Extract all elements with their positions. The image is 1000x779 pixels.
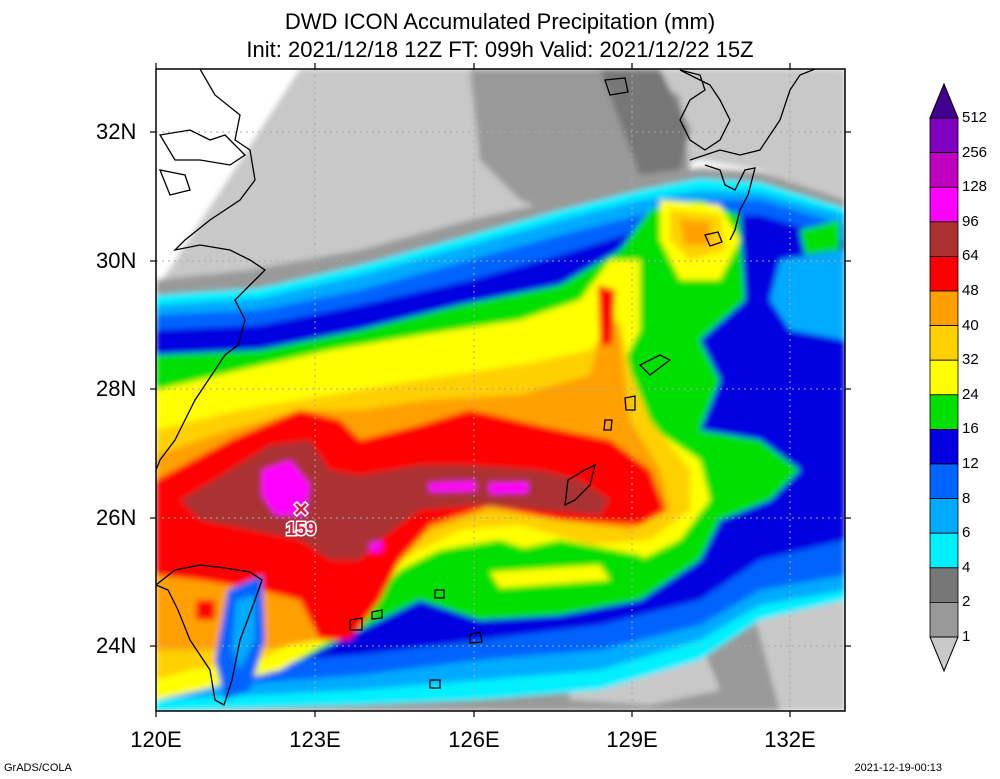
- footer-left: GrADS/COLA: [4, 762, 72, 774]
- lat-label: 30N: [96, 248, 137, 273]
- precipitation-field: [156, 69, 845, 711]
- legend-label: 128: [962, 178, 988, 196]
- lat-label: 24N: [96, 633, 137, 658]
- legend-bottom-arrow: [929, 636, 959, 673]
- lon-label: 123E: [289, 727, 341, 752]
- legend-label: 64: [962, 247, 979, 265]
- legend-swatch: [929, 463, 959, 499]
- max-marker-symbol: ×: [294, 496, 308, 523]
- legend-label: 2: [962, 593, 971, 611]
- legend-top-arrow: [929, 82, 959, 119]
- legend-label: 12: [962, 455, 979, 472]
- lat-label: 32N: [96, 119, 137, 144]
- legend-swatch: [929, 152, 959, 188]
- lon-label: 129E: [606, 727, 658, 752]
- lon-label: 120E: [130, 727, 182, 752]
- legend-swatch: [929, 602, 959, 638]
- max-marker: × 159: [284, 495, 317, 541]
- max-marker-value: 159: [286, 519, 316, 539]
- legend-swatch: [929, 325, 959, 361]
- lon-label: 132E: [764, 727, 816, 752]
- grid-lines: [156, 69, 845, 711]
- legend-swatch: [929, 117, 959, 153]
- legend-swatch: [929, 428, 959, 465]
- legend-swatch: [929, 186, 959, 223]
- legend-label: 32: [962, 351, 979, 369]
- legend-label: 48: [962, 282, 979, 299]
- legend-swatch: [929, 359, 959, 396]
- legend-swatch: [929, 532, 959, 569]
- legend-label: 24: [962, 385, 979, 403]
- legend-swatch: [929, 221, 959, 257]
- coastlines: [156, 69, 816, 706]
- legend-swatch: [929, 255, 959, 292]
- legend-label: 8: [962, 489, 971, 507]
- footer-right: 2021-12-19-00:13: [854, 762, 942, 774]
- legend-label: 6: [962, 524, 971, 542]
- lon-label: 126E: [448, 727, 500, 752]
- legend-swatch: [929, 498, 959, 534]
- legend-label: 16: [962, 420, 979, 438]
- legend-label: 1: [962, 628, 971, 645]
- legend-swatch: [929, 567, 959, 603]
- legend-label: 4: [962, 558, 971, 576]
- color-legend: [929, 82, 959, 673]
- legend-label: 512: [962, 109, 988, 126]
- legend-label: 40: [962, 316, 979, 334]
- map-frame: [155, 68, 846, 712]
- legend-label: 96: [962, 212, 979, 230]
- lat-label: 26N: [96, 505, 137, 530]
- map-title: DWD ICON Accumulated Precipitation (mm): [284, 9, 716, 34]
- legend-swatch: [929, 394, 959, 430]
- lat-label: 28N: [96, 376, 137, 401]
- map-subtitle: Init: 2021/12/18 12Z FT: 099h Valid: 202…: [246, 37, 754, 62]
- legend-swatch: [929, 290, 959, 326]
- tick-marks: [150, 63, 851, 717]
- legend-label: 256: [962, 143, 988, 161]
